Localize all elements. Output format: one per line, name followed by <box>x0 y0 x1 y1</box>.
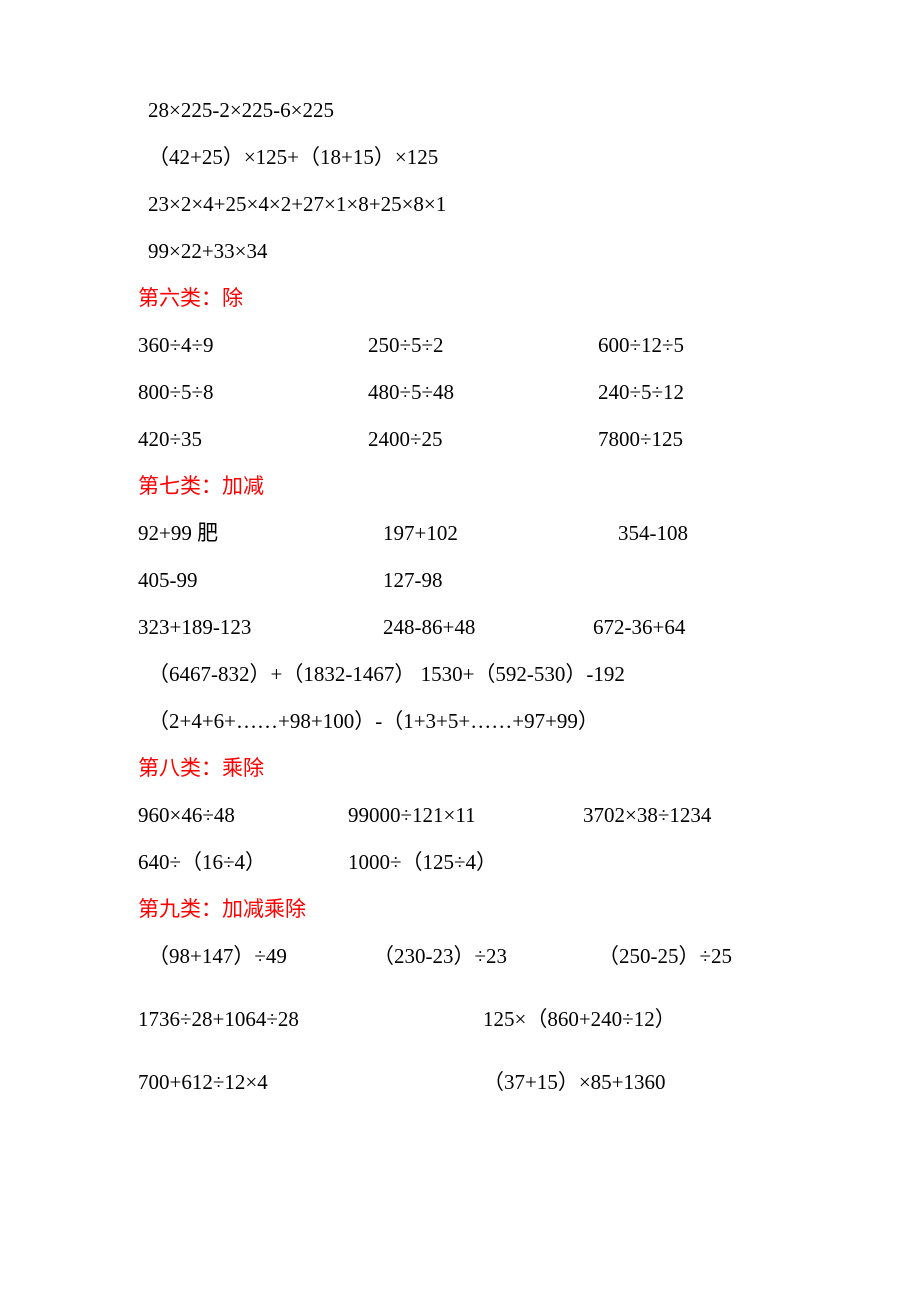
math-expr: 250÷5÷2 <box>368 335 598 356</box>
intro-line: （42+25）×125+（18+15）×125 <box>138 147 790 168</box>
section-7-heading: 第七类：加减 <box>138 476 790 497</box>
math-long-line: （6467-832）+（1832-1467） 1530+（592-530）-19… <box>138 664 790 685</box>
section-8-heading: 第八类：乘除 <box>138 758 790 779</box>
math-expr: 323+189-123 <box>138 617 383 638</box>
math-expr: （37+15）×85+1360 <box>483 1072 790 1093</box>
math-expr: 2400÷25 <box>368 429 598 450</box>
math-expr: 600÷12÷5 <box>598 335 790 356</box>
intro-line: 28×225-2×225-6×225 <box>138 100 790 121</box>
intro-line: 23×2×4+25×4×2+27×1×8+25×8×1 <box>138 194 790 215</box>
math-expr: 99000÷121×11 <box>348 805 583 826</box>
math-expr: 3702×38÷1234 <box>583 805 790 826</box>
math-expr: 672-36+64 <box>593 617 790 638</box>
math-expr: 7800÷125 <box>598 429 790 450</box>
math-expr: （250-25）÷25 <box>598 946 790 967</box>
math-row: 92+99 肥 197+102 354-108 <box>138 523 790 544</box>
math-expr: 127-98 <box>383 570 790 591</box>
math-expr: 125×（860+240÷12） <box>483 1009 790 1030</box>
math-expr: 1000÷（125÷4） <box>348 852 790 873</box>
section-6-heading: 第六类：除 <box>138 288 790 309</box>
math-expr: （98+147）÷49 <box>138 946 373 967</box>
math-row: 800÷5÷8 480÷5÷48 240÷5÷12 <box>138 382 790 403</box>
math-row: 323+189-123 248-86+48 672-36+64 <box>138 617 790 638</box>
math-expr: 405-99 <box>138 570 383 591</box>
math-expr: 354-108 <box>618 523 790 544</box>
math-expr: 480÷5÷48 <box>368 382 598 403</box>
math-expr: 1736÷28+1064÷28 <box>138 1009 483 1030</box>
math-expr: 800÷5÷8 <box>138 382 368 403</box>
math-expr: 420÷35 <box>138 429 368 450</box>
intro-line: 99×22+33×34 <box>138 241 790 262</box>
math-expr: 640÷（16÷4） <box>138 852 348 873</box>
section-9-heading: 第九类：加减乘除 <box>138 899 790 920</box>
math-row: 360÷4÷9 250÷5÷2 600÷12÷5 <box>138 335 790 356</box>
math-row: 1736÷28+1064÷28 125×（860+240÷12） <box>138 1009 790 1030</box>
math-row: 700+612÷12×4 （37+15）×85+1360 <box>138 1072 790 1093</box>
math-row: （98+147）÷49 （230-23）÷23 （250-25）÷25 <box>138 946 790 967</box>
math-expr: 240÷5÷12 <box>598 382 790 403</box>
document-page: 28×225-2×225-6×225 （42+25）×125+（18+15）×1… <box>0 0 920 1302</box>
math-expr: 248-86+48 <box>383 617 593 638</box>
math-expr: 960×46÷48 <box>138 805 348 826</box>
math-expr: 197+102 <box>383 523 618 544</box>
math-row: 640÷（16÷4） 1000÷（125÷4） <box>138 852 790 873</box>
math-expr: 360÷4÷9 <box>138 335 368 356</box>
math-expr: 700+612÷12×4 <box>138 1072 483 1093</box>
math-row: 420÷35 2400÷25 7800÷125 <box>138 429 790 450</box>
math-row: 960×46÷48 99000÷121×11 3702×38÷1234 <box>138 805 790 826</box>
math-row: 405-99 127-98 <box>138 570 790 591</box>
math-expr: 92+99 肥 <box>138 523 383 544</box>
math-long-line: （2+4+6+……+98+100）-（1+3+5+……+97+99） <box>138 711 790 732</box>
math-expr: （230-23）÷23 <box>373 946 598 967</box>
